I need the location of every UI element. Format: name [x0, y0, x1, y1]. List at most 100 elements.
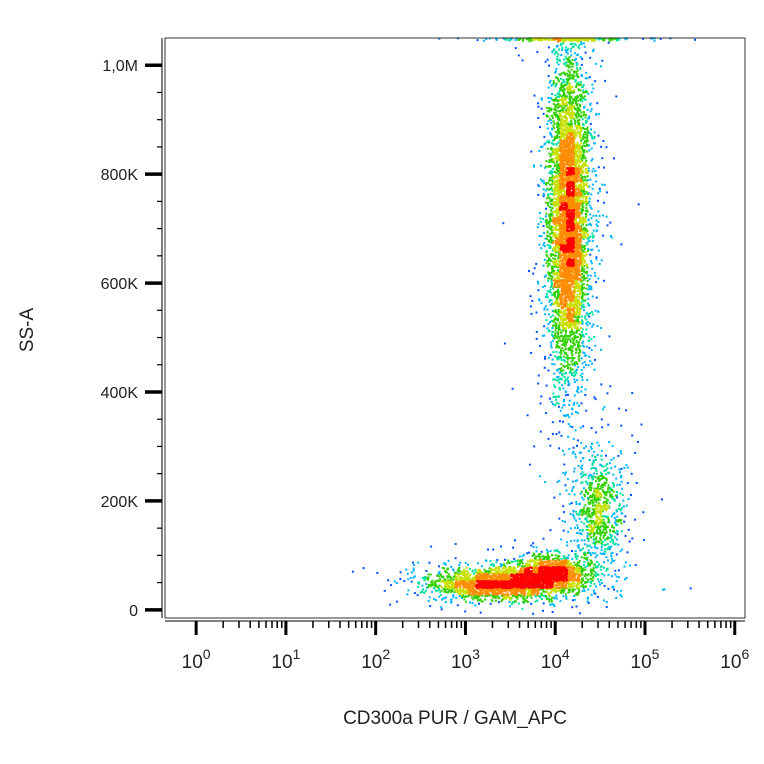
event-point: [440, 589, 443, 592]
event-point: [538, 299, 541, 302]
event-point: [601, 477, 604, 480]
event-point: [554, 189, 557, 192]
event-point: [568, 321, 571, 324]
event-point: [584, 495, 586, 498]
event-point: [580, 63, 583, 66]
event-point: [564, 394, 567, 397]
event-point: [561, 86, 564, 89]
event-point: [620, 474, 623, 477]
event-point: [571, 328, 573, 330]
event-point: [595, 492, 598, 495]
event-point: [579, 146, 582, 149]
event-point: [591, 362, 594, 365]
event-point: [599, 534, 602, 537]
event-point: [587, 167, 590, 170]
event-point: [504, 595, 507, 598]
event-point: [580, 357, 583, 360]
event-point: [593, 522, 596, 525]
event-point: [565, 352, 568, 354]
event-point: [569, 368, 572, 371]
event-point: [593, 512, 596, 514]
event-point: [582, 300, 585, 303]
event-point: [568, 383, 571, 386]
event-point: [585, 318, 588, 321]
event-point: [556, 58, 558, 61]
event-point: [533, 562, 536, 564]
event-point: [558, 249, 560, 252]
event-point: [555, 84, 558, 86]
event-point: [553, 108, 555, 111]
event-point: [572, 510, 575, 513]
event-point: [445, 571, 448, 573]
event-point: [558, 270, 561, 273]
event-point: [597, 38, 600, 41]
event-point: [605, 526, 608, 529]
event-point: [594, 526, 597, 529]
event-point: [631, 392, 634, 395]
event-point: [544, 142, 547, 145]
event-point: [587, 492, 590, 495]
event-point: [560, 363, 563, 366]
event-point: [476, 39, 479, 42]
event-point: [598, 526, 601, 529]
event-point: [551, 327, 554, 329]
event-point: [547, 356, 550, 359]
event-point: [557, 92, 560, 95]
event-point: [569, 345, 572, 348]
event-point: [526, 594, 529, 596]
event-point: [575, 349, 578, 352]
event-point: [446, 567, 449, 570]
event-point: [446, 575, 449, 578]
event-point: [554, 71, 557, 74]
event-point: [591, 239, 594, 242]
event-point: [601, 475, 604, 478]
event-point: [539, 178, 542, 181]
event-point: [591, 569, 594, 572]
event-point: [439, 573, 442, 576]
event-point: [493, 568, 496, 571]
event-point: [496, 572, 499, 574]
event-point: [608, 537, 611, 540]
event-point: [570, 54, 573, 57]
event-point: [599, 514, 602, 517]
event-point: [576, 120, 579, 123]
event-point: [576, 141, 579, 144]
event-point: [591, 295, 594, 298]
event-point: [509, 599, 512, 602]
event-point: [543, 555, 545, 558]
event-point: [578, 122, 580, 124]
event-point: [500, 545, 502, 548]
event-point: [627, 528, 630, 531]
event-point: [554, 107, 557, 110]
event-point: [542, 594, 545, 597]
event-point: [570, 42, 573, 45]
event-point: [520, 560, 523, 563]
event-point: [518, 594, 521, 596]
event-point: [570, 502, 573, 505]
event-point: [606, 548, 609, 551]
event-point: [583, 91, 586, 94]
event-point: [549, 155, 552, 158]
event-point: [553, 165, 556, 168]
event-point: [427, 578, 430, 581]
event-point: [581, 464, 584, 467]
event-point: [480, 572, 483, 575]
event-point: [571, 38, 573, 41]
event-point: [558, 293, 561, 296]
event-point: [573, 111, 575, 114]
event-point: [617, 38, 620, 41]
event-point: [560, 122, 563, 125]
event-point: [588, 340, 591, 343]
event-point: [585, 490, 588, 493]
event-point: [566, 75, 569, 77]
event-point: [568, 56, 571, 59]
event-point: [565, 46, 568, 49]
event-point: [533, 554, 536, 556]
event-point: [561, 193, 564, 196]
event-point: [550, 299, 553, 302]
event-point: [573, 561, 576, 564]
event-point: [575, 570, 578, 573]
event-point: [425, 582, 428, 585]
event-point: [583, 306, 586, 309]
event-point: [581, 244, 584, 247]
